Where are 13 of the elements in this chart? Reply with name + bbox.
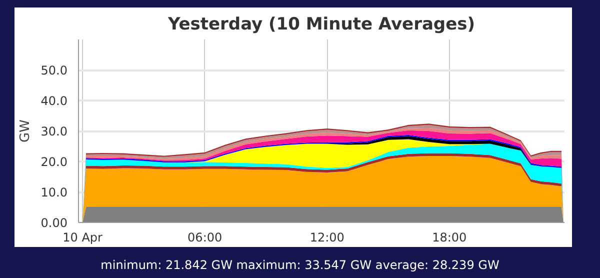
chart-title: Yesterday (10 Minute Averages): [166, 14, 476, 34]
y-tick-label: 20.0: [40, 155, 68, 169]
y-tick-label: 40.0: [40, 94, 68, 108]
x-tick-label: 18:00: [432, 230, 467, 244]
text: minimum: 21.842 GW maximum: 33.547 GW average: 28.239 GW: [100, 257, 500, 274]
y-tick-label: 30.0: [40, 124, 68, 138]
x-tick-label: 12:00: [310, 230, 344, 244]
y-tick-label: 0.00: [40, 216, 68, 230]
y-tick-label: 50.0: [40, 64, 68, 78]
x-tick-label: 06:00: [188, 230, 222, 244]
y-tick-label: 10.0: [40, 186, 68, 200]
y-axis-title: GW: [18, 119, 33, 142]
x-tick-label: 10 Apr: [62, 230, 103, 244]
